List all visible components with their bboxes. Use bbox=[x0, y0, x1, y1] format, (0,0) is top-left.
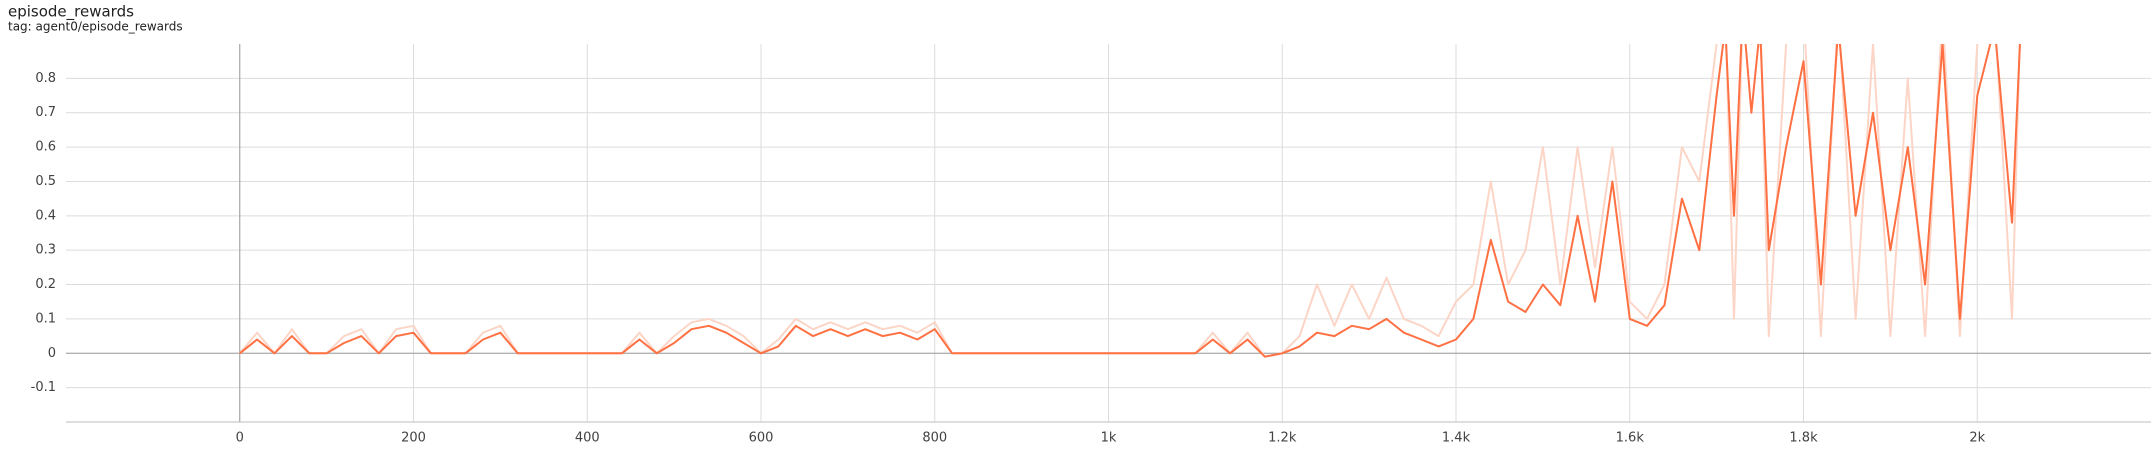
x-tick-label: 1.6k bbox=[1616, 431, 1645, 446]
y-tick-label: 0.1 bbox=[35, 311, 56, 326]
x-tick-label: 1.2k bbox=[1268, 431, 1297, 446]
x-tick-label: 1.8k bbox=[1789, 431, 1818, 446]
plot-area bbox=[239, 44, 2021, 358]
y-tick-label: -0.1 bbox=[31, 380, 56, 395]
x-tick-label: 200 bbox=[401, 431, 426, 446]
grid bbox=[66, 44, 2151, 423]
y-tick-label: 0.5 bbox=[35, 174, 56, 189]
y-tick-label: 0.3 bbox=[35, 243, 56, 258]
y-tick-label: 0.4 bbox=[35, 208, 56, 223]
y-tick-label: 0.7 bbox=[35, 105, 56, 120]
y-tick-label: 0.6 bbox=[35, 140, 56, 155]
chart-tag: tag: agent0/episode_rewards bbox=[8, 20, 183, 34]
x-tick-label: 2k bbox=[1969, 431, 1985, 446]
x-tick-label: 600 bbox=[749, 431, 774, 446]
x-tick-label: 800 bbox=[922, 431, 947, 446]
series-line bbox=[239, 44, 2021, 358]
series-line bbox=[239, 44, 2021, 358]
y-tick-label: 0.2 bbox=[35, 277, 56, 292]
x-tick-label: 0 bbox=[236, 431, 244, 446]
x-tick-label: 1.4k bbox=[1442, 431, 1471, 446]
x-tick-label: 400 bbox=[575, 431, 600, 446]
chart-title: episode_rewards bbox=[8, 3, 134, 22]
y-tick-label: 0.8 bbox=[35, 71, 56, 86]
y-tick-label: 0 bbox=[48, 346, 56, 361]
x-tick-label: 1k bbox=[1101, 431, 1117, 446]
